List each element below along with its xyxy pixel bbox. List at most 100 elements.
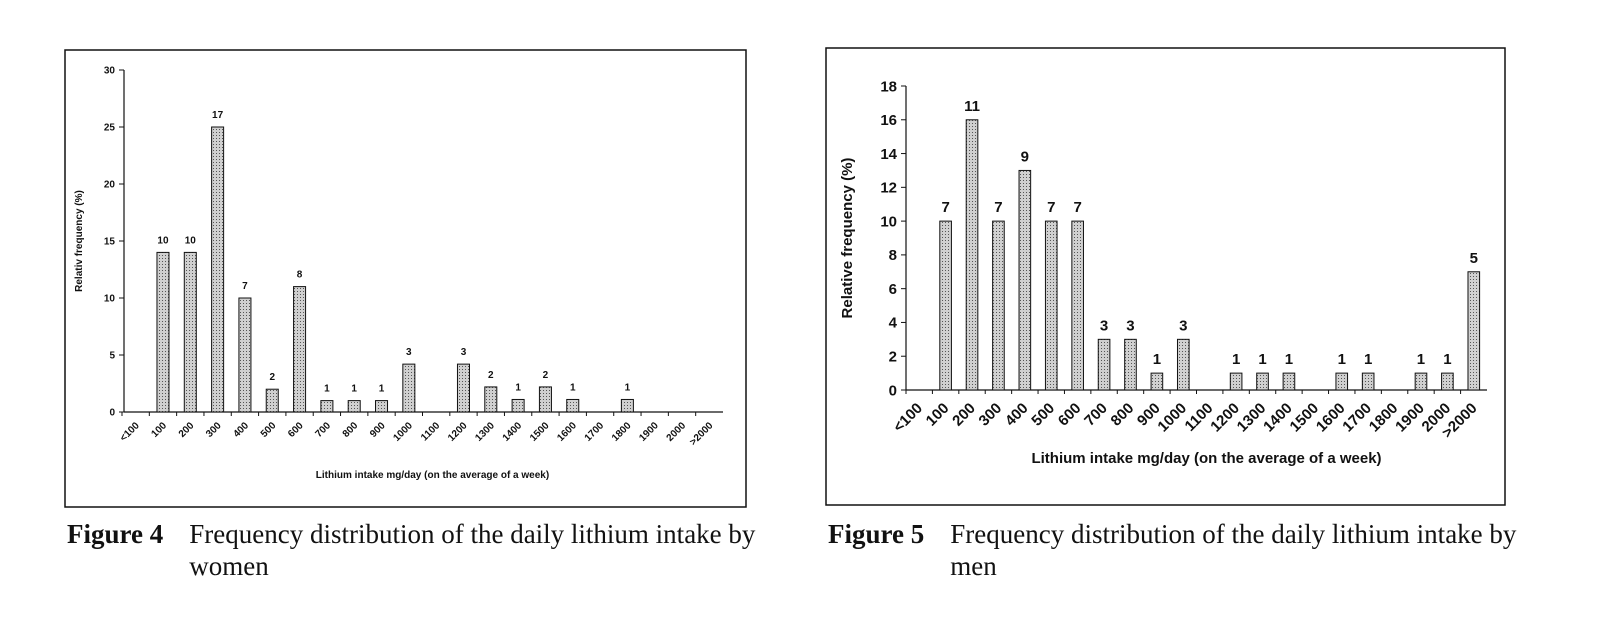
- x-tick-label: 1100: [419, 420, 442, 443]
- bar: [939, 220, 952, 391]
- bar: [1361, 372, 1375, 391]
- bar: [965, 119, 979, 391]
- bar: [347, 400, 361, 413]
- caption: Figure 4 Frequency distribution of the d…: [67, 518, 757, 582]
- data-label: 2: [269, 372, 275, 383]
- y-tick-label: 25: [104, 123, 116, 134]
- data-label: 1: [1338, 351, 1346, 368]
- x-axis-label: Lithium intake mg/day (on the average of…: [316, 470, 549, 481]
- bar: [156, 251, 170, 413]
- x-tick-label: 500: [259, 420, 279, 440]
- x-tick-label: 700: [1081, 400, 1111, 430]
- data-label: 3: [1126, 317, 1134, 334]
- data-label: 7: [1047, 199, 1055, 216]
- bar: [1229, 372, 1243, 391]
- x-tick-label: 1700: [1339, 400, 1375, 436]
- data-label: 7: [994, 199, 1002, 216]
- data-label: 1: [1364, 351, 1372, 368]
- y-tick-label: 6: [889, 281, 897, 298]
- data-label: 8: [297, 270, 303, 281]
- bar: [1282, 372, 1296, 391]
- x-tick-label: 1300: [1234, 400, 1270, 436]
- x-tick-label: 1800: [1366, 400, 1402, 436]
- data-label: 1: [1443, 351, 1451, 368]
- x-tick-label: 1700: [583, 420, 607, 444]
- x-tick-label: 700: [313, 420, 333, 440]
- bar: [211, 126, 225, 413]
- bar: [375, 400, 389, 413]
- data-label: 17: [212, 110, 224, 121]
- data-label: 1: [1417, 351, 1425, 368]
- data-label: 7: [1073, 199, 1081, 216]
- bar: [1176, 338, 1190, 391]
- x-tick-label: 1200: [446, 420, 470, 444]
- bar: [456, 363, 470, 413]
- data-label: 3: [1100, 317, 1108, 334]
- data-label: 7: [941, 199, 949, 216]
- y-tick-label: 2: [889, 348, 897, 365]
- x-tick-label: 1900: [1392, 400, 1428, 436]
- x-tick-label: 1600: [1313, 400, 1349, 436]
- data-label: 3: [1179, 317, 1187, 334]
- y-axis-label: Relative frequency (%): [839, 158, 856, 319]
- bar: [511, 398, 525, 413]
- data-label: 2: [488, 370, 494, 381]
- bar: [293, 286, 307, 413]
- x-tick-label: 1600: [555, 420, 579, 444]
- data-label: 3: [461, 347, 467, 358]
- x-tick-label: 1300: [473, 420, 497, 444]
- bar: [566, 398, 580, 413]
- bar: [1335, 372, 1349, 391]
- data-label: 1: [570, 382, 576, 393]
- data-label: 10: [157, 235, 169, 246]
- data-label: 1: [1153, 351, 1161, 368]
- x-tick-label: 800: [1108, 400, 1138, 430]
- x-tick-label: 400: [1002, 400, 1032, 430]
- bar: [484, 386, 498, 413]
- bar: [1441, 372, 1454, 391]
- bar: [1256, 372, 1269, 391]
- data-label: 1: [515, 382, 521, 393]
- bar: [1044, 220, 1058, 391]
- bar: [1097, 338, 1111, 391]
- x-tick-label: 100: [150, 420, 170, 440]
- data-label: 10: [185, 235, 197, 246]
- data-label: 1: [1232, 351, 1240, 368]
- y-tick-label: 16: [880, 112, 897, 129]
- x-tick-label: 200: [177, 420, 197, 440]
- y-tick-label: 15: [104, 237, 116, 248]
- y-axis-label: Relativ frequency (%): [74, 190, 85, 292]
- x-tick-label: 1400: [1260, 400, 1296, 436]
- bar: [1414, 372, 1428, 391]
- bar: [265, 388, 279, 413]
- bar: [1018, 169, 1032, 391]
- caption: Figure 5 Frequency distribution of the d…: [828, 518, 1518, 582]
- data-label: 5: [1470, 250, 1478, 267]
- x-tick-label: 100: [923, 400, 953, 430]
- x-tick-label: 400: [231, 420, 251, 440]
- x-tick-label: 1000: [1155, 400, 1191, 436]
- data-label: 1: [1258, 351, 1266, 368]
- bar: [320, 400, 334, 413]
- x-tick-label: 1100: [1181, 400, 1216, 435]
- x-tick-label: 600: [1055, 400, 1085, 430]
- x-tick-label: <100: [890, 400, 926, 436]
- y-tick-label: 12: [880, 180, 897, 197]
- bar: [1124, 338, 1137, 391]
- data-label: 1: [1285, 351, 1293, 368]
- y-tick-label: 0: [889, 382, 897, 399]
- frame: [825, 47, 1506, 506]
- x-tick-label: 2000: [665, 420, 689, 444]
- x-tick-label: 900: [368, 420, 388, 440]
- caption-text: Frequency distribution of the daily lith…: [189, 519, 756, 581]
- bar: [620, 398, 634, 413]
- data-label: 1: [379, 384, 385, 395]
- bar: [1467, 271, 1481, 391]
- y-tick-label: 10: [880, 213, 897, 230]
- data-label: 9: [1021, 148, 1029, 165]
- x-tick-label: <100: [118, 420, 142, 444]
- y-tick-label: 10: [104, 294, 116, 305]
- x-tick-label: 800: [341, 420, 361, 440]
